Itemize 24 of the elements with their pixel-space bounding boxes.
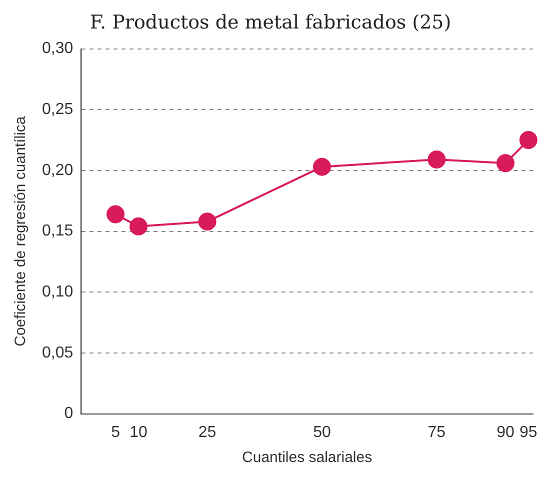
x-tick-label: 5: [111, 424, 120, 441]
y-tick-label: 0: [64, 405, 74, 422]
point: [198, 212, 216, 231]
y-axis-title: Coeficiente de regresión cuantílica: [12, 116, 30, 346]
point: [428, 150, 446, 169]
y-tick-label: 0,05: [42, 344, 74, 362]
x-tick-label: 90: [496, 424, 514, 441]
y-tick-label: 0,15: [42, 222, 74, 240]
point: [519, 131, 538, 150]
x-tick-label: 25: [198, 424, 216, 441]
x-axis-title: Cuantiles salariales: [242, 449, 372, 466]
y-tick-label: 0,20: [42, 162, 74, 179]
x-tick-label: 95: [520, 424, 538, 441]
x-tick-label: 50: [313, 424, 331, 441]
point: [106, 205, 125, 224]
x-tick-label: 75: [428, 424, 446, 441]
x-tick-label: 10: [130, 424, 148, 441]
point: [129, 217, 148, 236]
y-tick-label: 0,10: [42, 284, 74, 301]
chart-title: F. Productos de metal fabricados (25): [90, 11, 452, 34]
point: [312, 158, 331, 176]
y-tick-label: 0,25: [42, 101, 74, 118]
point: [496, 154, 514, 172]
y-tick-label: 0,30: [42, 40, 74, 58]
